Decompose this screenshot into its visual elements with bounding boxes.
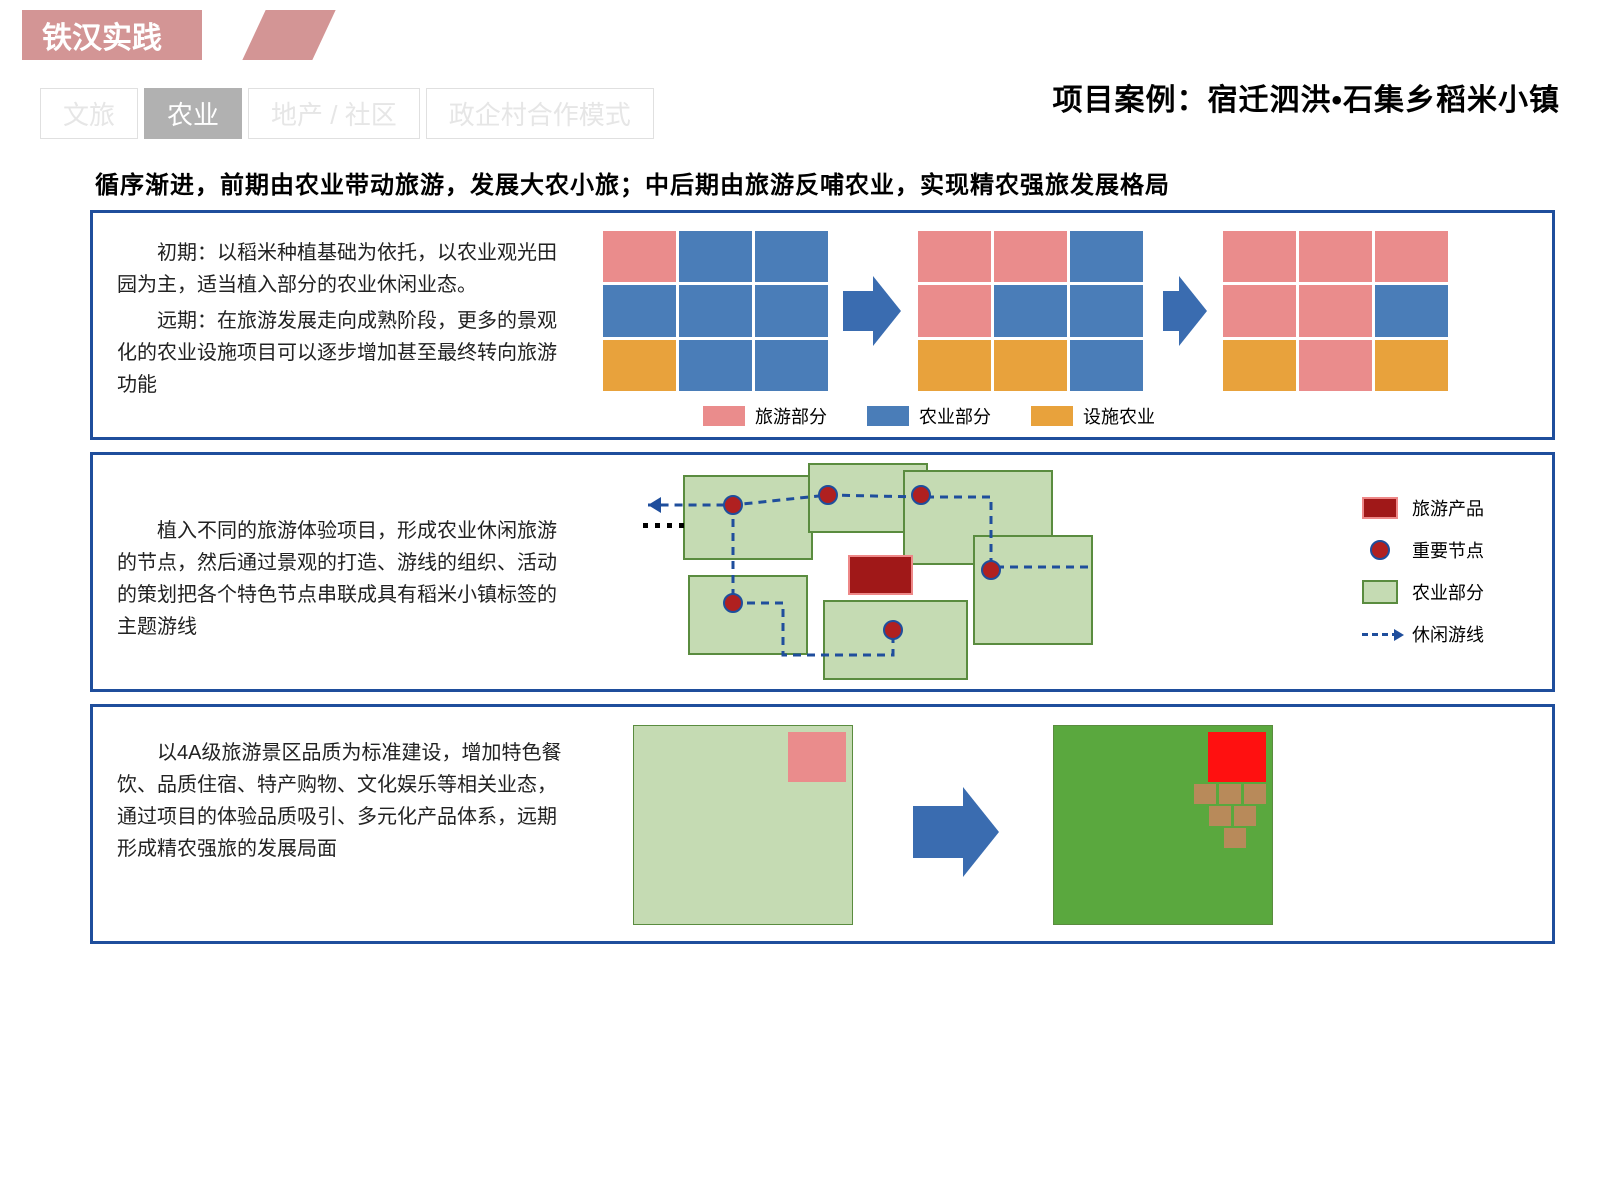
node-dot — [911, 485, 931, 505]
panel2-text: 植入不同的旅游体验项目，形成农业休闲旅游的节点，然后通过景观的打造、游线的组织、… — [117, 515, 567, 647]
tab-文旅[interactable]: 文旅 — [40, 88, 138, 139]
network-diagram — [593, 455, 1113, 695]
panel-1: 初期：以稻米种植基础为依托，以农业观光田园为主，适当植入部分的农业休闲业态。 远… — [90, 210, 1555, 440]
tab-地产 / 社区[interactable]: 地产 / 社区 — [248, 88, 420, 139]
panel-3: 以4A级旅游景区品质为标准建设，增加特色餐饮、品质住宿、特产购物、文化娱乐等相关… — [90, 704, 1555, 944]
panel1-text: 初期：以稻米种植基础为依托，以农业观光田园为主，适当植入部分的农业休闲业态。 远… — [117, 237, 567, 405]
arrow-icon — [843, 276, 901, 346]
panel2-legend: 旅游产品重要节点农业部分休闲游线 — [1362, 495, 1532, 663]
legend-item: 农业部分 — [867, 403, 991, 429]
banner-accent — [242, 10, 335, 60]
node-dot — [818, 485, 838, 505]
legend-item: 休闲游线 — [1362, 621, 1532, 647]
legend-item: 旅游产品 — [1362, 495, 1532, 521]
subtitle: 循序渐进，前期由农业带动旅游，发展大农小旅；中后期由旅游反哺农业，实现精农强旅发… — [95, 165, 1170, 200]
header-banner: 铁汉实践 — [22, 10, 202, 60]
stage-square — [633, 725, 853, 925]
grid — [1223, 231, 1448, 391]
panel-2: 植入不同的旅游体验项目，形成农业休闲旅游的节点，然后通过景观的打造、游线的组织、… — [90, 452, 1555, 692]
case-title: 项目案例：宿迁泗洪•石集乡稻米小镇 — [1052, 75, 1560, 119]
arrow-icon — [913, 787, 999, 877]
arrow-icon — [1163, 276, 1207, 346]
legend-item: 重要节点 — [1362, 537, 1532, 563]
node-dot — [723, 593, 743, 613]
panel3-text: 以4A级旅游景区品质为标准建设，增加特色餐饮、品质住宿、特产购物、文化娱乐等相关… — [117, 737, 567, 869]
legend-item: 农业部分 — [1362, 579, 1532, 605]
legend-item: 设施农业 — [1031, 403, 1155, 429]
panel1-legend: 旅游部分 农业部分 设施农业 — [703, 403, 1155, 429]
node-dot — [981, 560, 1001, 580]
tabs: 文旅农业地产 / 社区政企村合作模式 — [40, 88, 654, 139]
tab-政企村合作模式[interactable]: 政企村合作模式 — [426, 88, 654, 139]
node-dot — [723, 495, 743, 515]
legend-item: 旅游部分 — [703, 403, 827, 429]
node-dot — [883, 620, 903, 640]
grid — [918, 231, 1143, 391]
tab-农业[interactable]: 农业 — [144, 88, 242, 139]
grid — [603, 231, 828, 391]
stage-square — [1053, 725, 1273, 925]
